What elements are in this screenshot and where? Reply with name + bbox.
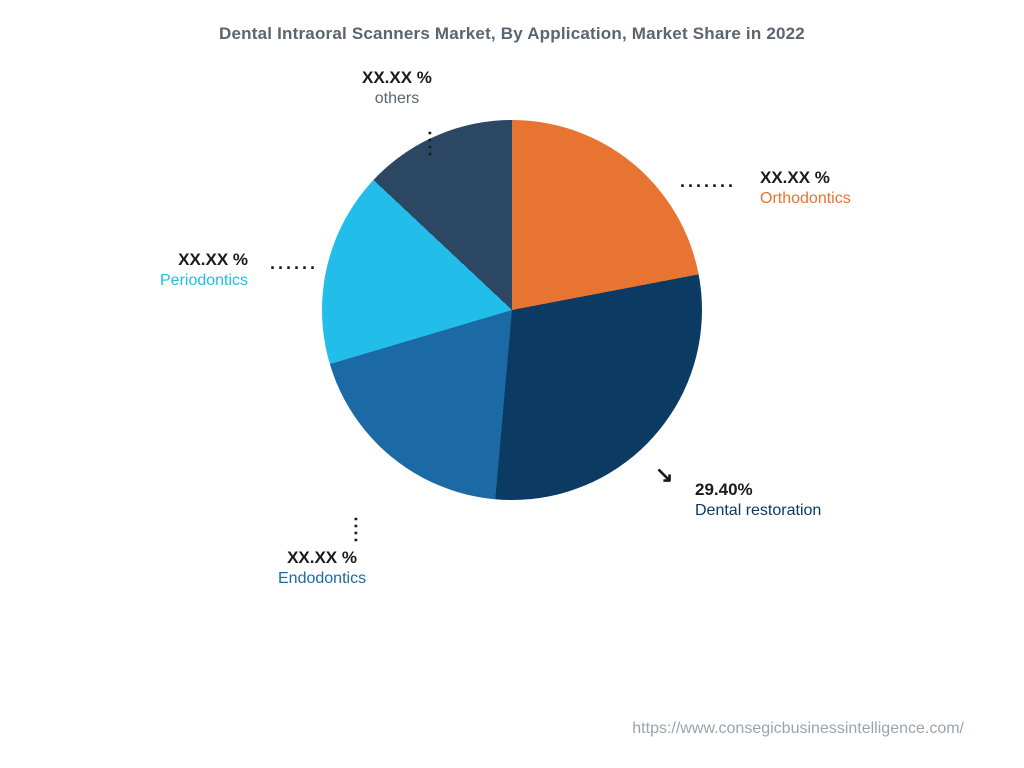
leader-periodontics: ······ [270,258,318,279]
leader-orthodontics: ······· [680,176,736,197]
pct-orthodontics: XX.XX % [760,168,851,188]
pct-dental-restoration: 29.40% [695,480,821,500]
arrow-dental-restoration: ↘ [655,464,673,486]
pct-periodontics: XX.XX % [160,250,248,270]
name-others: others [362,90,432,108]
name-dental-restoration: Dental restoration [695,502,821,520]
label-endodontics: XX.XX % Endodontics [278,548,366,588]
leader-endodontics: ···· [345,517,366,545]
name-periodontics: Periodontics [160,272,248,290]
pct-others: XX.XX % [362,68,432,88]
label-dental-restoration: 29.40% Dental restoration [695,480,821,520]
label-orthodontics: XX.XX % Orthodontics [760,168,851,208]
label-others: XX.XX % others [362,68,432,108]
name-orthodontics: Orthodontics [760,190,851,208]
footer-url: https://www.consegicbusinessintelligence… [632,720,964,738]
name-endodontics: Endodontics [278,570,366,588]
label-periodontics: XX.XX % Periodontics [160,250,248,290]
pie-chart [322,120,702,500]
pct-endodontics: XX.XX % [278,548,366,568]
leader-others: ···· [419,131,440,159]
chart-title: Dental Intraoral Scanners Market, By App… [0,24,1024,44]
